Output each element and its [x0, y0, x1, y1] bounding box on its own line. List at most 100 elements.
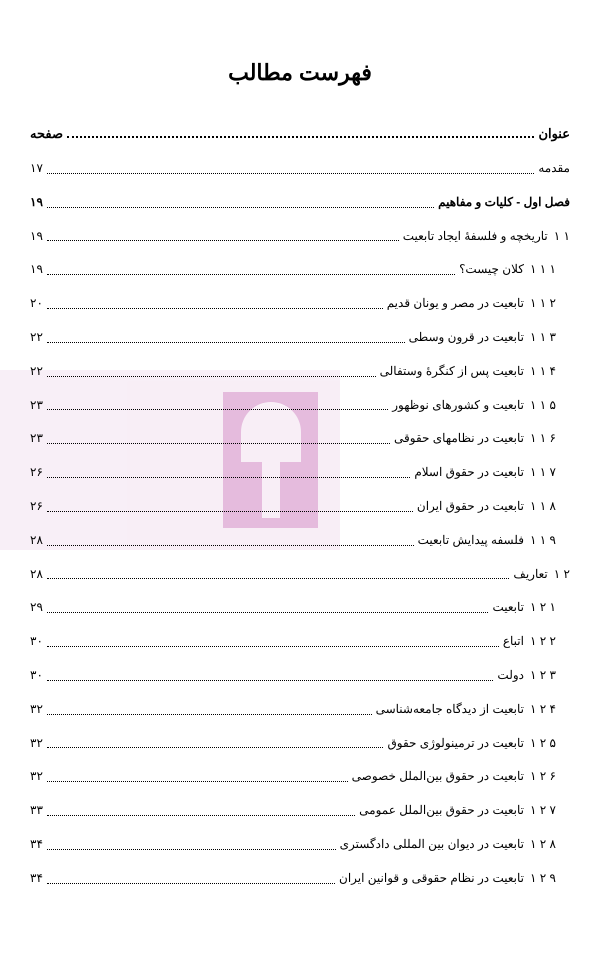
toc-row: ۱ ۲ ۱تابعیت۲۹ [30, 599, 570, 616]
toc-entry-number: ۱ ۲ ۲ [524, 633, 556, 650]
toc-entry-dots [47, 578, 510, 579]
toc-entry-number: ۱ ۲ ۸ [524, 836, 556, 853]
toc-row: ۱ ۲ ۵تابعیت در ترمینولوژی حقوق۳۲ [30, 735, 570, 752]
toc-entry-number: ۱ ۱ ۳ [524, 329, 556, 346]
toc-entry-number: ۱ ۲ ۱ [524, 599, 556, 616]
toc-entry-number: ۱ ۲ ۴ [524, 701, 556, 718]
toc-header-left: صفحه [30, 126, 63, 142]
toc-entry-text: فلسفه پیدایش تابعیت [418, 532, 524, 549]
toc-row: فصل اول - کلیات و مفاهیم ۱۹ [30, 194, 570, 211]
toc-entry-dots [47, 612, 489, 613]
toc-entry-dots [47, 511, 413, 512]
toc-entry-text: تابعیت در قرون وسطی [409, 329, 524, 346]
toc-entry-page: ۲۲ [30, 329, 43, 346]
toc-entry-page: ۳۲ [30, 768, 43, 785]
toc-entry-text: دولت [497, 667, 524, 684]
toc-row: ۱ ۲ ۹تابعیت در نظام حقوقی و قوانین ایران… [30, 870, 570, 887]
toc-entry-text: تابعیت در مصر و یونان قدیم [387, 295, 524, 312]
toc-entry-text: تابعیت در نظام حقوقی و قوانین ایران [339, 870, 524, 887]
toc-entry-dots [47, 274, 455, 275]
toc-entry-page: ۳۰ [30, 633, 43, 650]
toc-entry-page: ۱۷ [30, 160, 43, 177]
toc-entry-dots [47, 714, 372, 715]
toc-entry-page: ۳۴ [30, 870, 43, 887]
toc-entry-page: ۱۹ [30, 194, 43, 211]
toc-entry-dots [47, 680, 494, 681]
toc-entry-dots [47, 173, 534, 174]
toc-entry-dots [47, 376, 376, 377]
toc-entry-text: تابعیت در حقوق ایران [417, 498, 524, 515]
toc-entry-text: تابعیت در نظامهای حقوقی [394, 430, 524, 447]
toc-entry-page: ۳۲ [30, 701, 43, 718]
toc-entry-number: ۱ ۱ ۷ [524, 464, 556, 481]
toc-entry-text: تابعیت از دیدگاه جامعه‌شناسی [376, 701, 524, 718]
toc-entry-page: ۱۹ [30, 261, 43, 278]
toc-entry-page: ۲۸ [30, 532, 43, 549]
toc-entry-page: ۳۰ [30, 667, 43, 684]
toc-row: ۱ ۱تاریخچه و فلسفۀ ایجاد تابعیت۱۹ [30, 228, 570, 245]
toc-row: ۱ ۱ ۹فلسفه پیدایش تابعیت ۲۸ [30, 532, 570, 549]
toc-entry-text: تابعیت در حقوق بین‌الملل عمومی [359, 802, 524, 819]
toc-header-dots [67, 136, 534, 138]
toc-entry-text: کلان چیست؟ [459, 261, 524, 278]
toc-entry-dots [47, 477, 410, 478]
toc-row: ۱ ۱ ۱کلان چیست؟۱۹ [30, 261, 570, 278]
toc-body: مقدمه ۱۷ فصل اول - کلیات و مفاهیم ۱۹ ۱ ۱تاری… [30, 160, 570, 887]
toc-entry-dots [47, 342, 405, 343]
toc-entry-text: تابعیت در ترمینولوژی حقوق [387, 735, 524, 752]
toc-row: ۱ ۲ ۷تابعیت در حقوق بین‌الملل عمومی ۳۳ [30, 802, 570, 819]
toc-row: ۱ ۲تعاریف۲۸ [30, 566, 570, 583]
toc-entry-dots [47, 815, 355, 816]
toc-entry-page: ۲۲ [30, 363, 43, 380]
toc-entry-text: تابعیت در دیوان بین المللی دادگستری [340, 836, 524, 853]
toc-entry-text: تاریخچه و فلسفۀ ایجاد تابعیت [403, 228, 548, 245]
page-title: فهرست مطالب [30, 60, 570, 86]
toc-row: ۱ ۲ ۸تابعیت در دیوان بین المللی دادگستری… [30, 836, 570, 853]
toc-header-row: عنوان صفحه [30, 126, 570, 142]
toc-entry-dots [47, 646, 499, 647]
toc-entry-text: تابعیت در حقوق اسلام [414, 464, 524, 481]
toc-row: ۱ ۱ ۳تابعیت در قرون وسطی ۲۲ [30, 329, 570, 346]
toc-row: ۱ ۱ ۷تابعیت در حقوق اسلام ۲۶ [30, 464, 570, 481]
toc-entry-page: ۳۳ [30, 802, 43, 819]
toc-entry-page: ۲۳ [30, 430, 43, 447]
toc-entry-dots [47, 545, 414, 546]
toc-entry-page: ۲۰ [30, 295, 43, 312]
toc-entry-page: ۲۶ [30, 498, 43, 515]
toc-entry-dots [47, 409, 388, 410]
toc-row: مقدمه ۱۷ [30, 160, 570, 177]
toc-entry-text: اتباع [503, 633, 524, 650]
toc-entry-number: ۱ ۲ ۶ [524, 768, 556, 785]
toc-entry-page: ۲۳ [30, 397, 43, 414]
toc-row: ۱ ۲ ۳دولت ۳۰ [30, 667, 570, 684]
toc-entry-dots [47, 240, 399, 241]
toc-entry-page: ۳۴ [30, 836, 43, 853]
toc-entry-text: مقدمه [538, 160, 570, 177]
toc-entry-number: ۱ ۲ ۷ [524, 802, 556, 819]
toc-entry-number: ۱ ۱ ۹ [524, 532, 556, 549]
toc-entry-text: تابعیت و کشورهای نوظهور [392, 397, 524, 414]
toc-entry-dots [47, 308, 383, 309]
toc-entry-text: فصل اول - کلیات و مفاهیم [438, 194, 570, 211]
toc-entry-text: تابعیت [492, 599, 524, 616]
toc-row: ۱ ۱ ۶تابعیت در نظامهای حقوقی۲۳ [30, 430, 570, 447]
toc-entry-number: ۱ ۲ ۳ [524, 667, 556, 684]
toc-entry-number: ۱ ۱ ۴ [524, 363, 556, 380]
toc-entry-dots [47, 443, 390, 444]
toc-row: ۱ ۲ ۲اتباع ۳۰ [30, 633, 570, 650]
toc-entry-dots [47, 883, 335, 884]
toc-entry-text: تعاریف [513, 566, 547, 583]
toc-entry-number: ۱ ۲ ۵ [524, 735, 556, 752]
toc-entry-dots [47, 207, 434, 208]
toc-entry-page: ۲۶ [30, 464, 43, 481]
toc-row: ۱ ۱ ۸تابعیت در حقوق ایران ۲۶ [30, 498, 570, 515]
toc-entry-dots [47, 849, 336, 850]
toc-entry-number: ۱ ۱ ۵ [524, 397, 556, 414]
toc-entry-number: ۱ ۱ ۸ [524, 498, 556, 515]
toc-header-right: عنوان [538, 126, 570, 142]
toc-entry-number: ۱ ۱ [548, 228, 570, 245]
toc-row: ۱ ۱ ۴تابعیت پس از کنگرۀ وستفالی۲۲ [30, 363, 570, 380]
toc-row: ۱ ۱ ۵تابعیت و کشورهای نوظهور ۲۳ [30, 397, 570, 414]
toc-entry-dots [47, 781, 348, 782]
toc-entry-dots [47, 747, 384, 748]
